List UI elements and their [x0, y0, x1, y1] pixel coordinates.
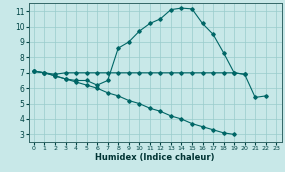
X-axis label: Humidex (Indice chaleur): Humidex (Indice chaleur) [95, 153, 215, 162]
